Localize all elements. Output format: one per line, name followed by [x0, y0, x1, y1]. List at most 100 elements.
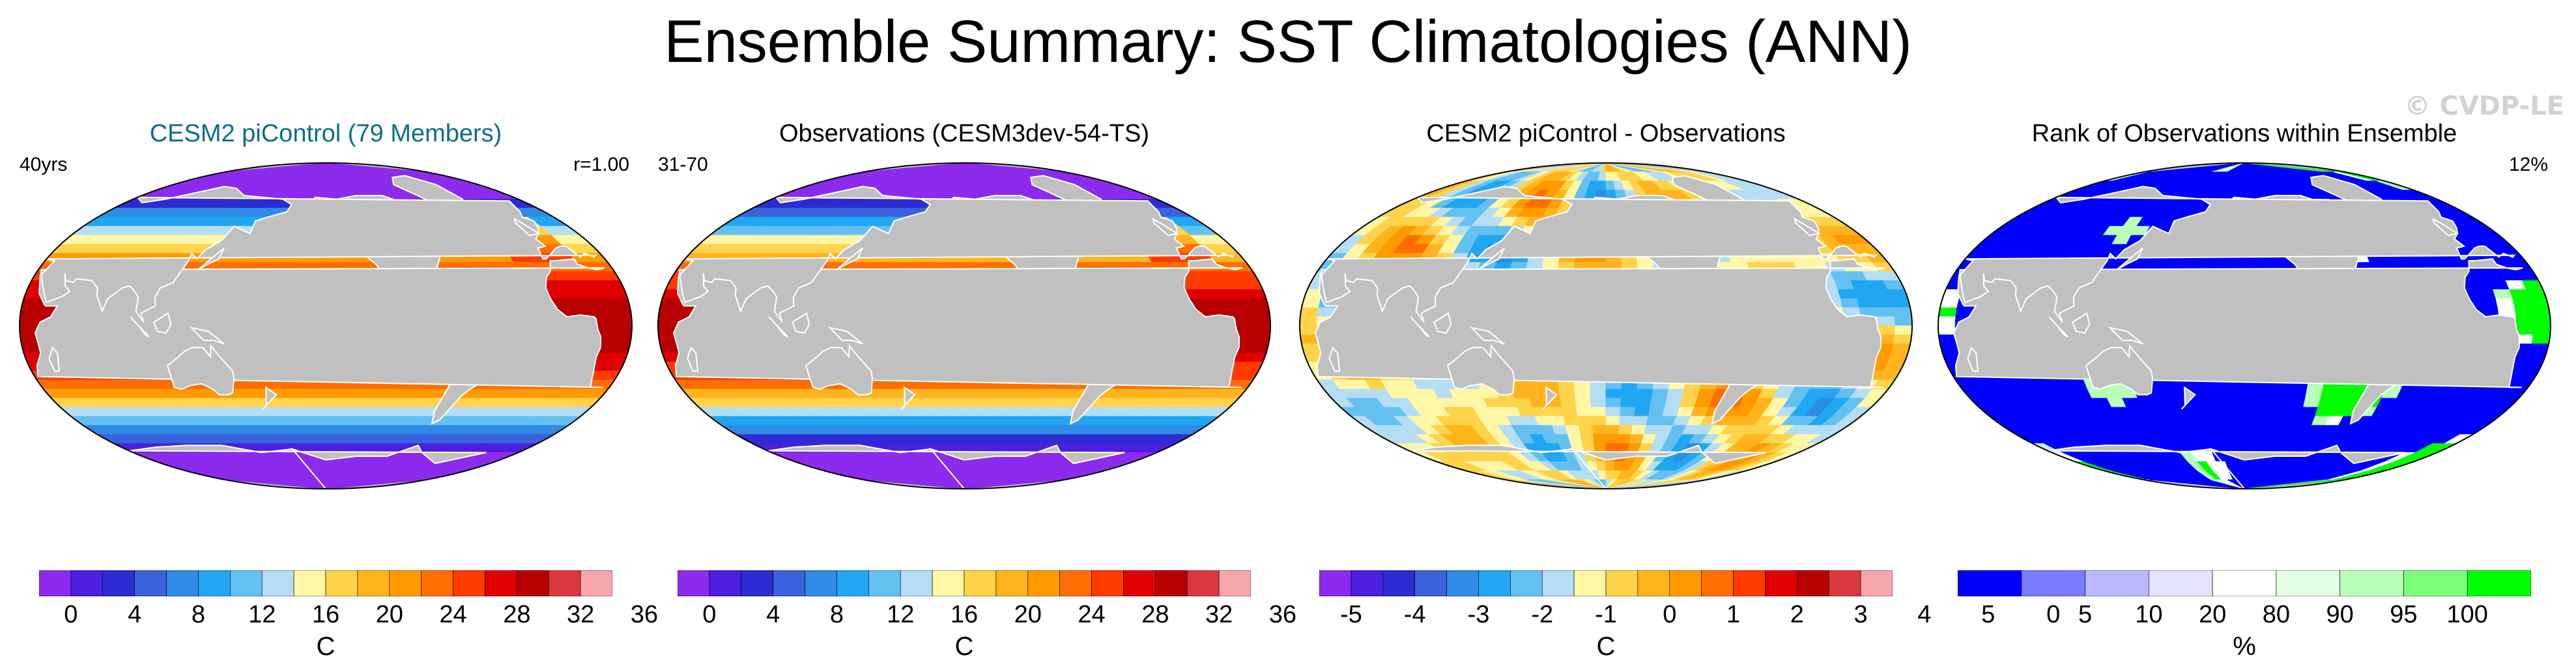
- colorbar-swatch: [964, 570, 997, 596]
- landmass-japan: [836, 247, 863, 270]
- landmass-eurasia: [679, 186, 1236, 323]
- colorbar-swatch: [453, 570, 485, 596]
- landmass-antarctica: [767, 444, 1125, 489]
- colorbar-tick-label: 32: [566, 601, 595, 628]
- figure-title: Ensemble Summary: SST Climatologies (ANN…: [664, 8, 1912, 75]
- colorbar-swatch: [932, 570, 965, 596]
- colorbar-swatch: [805, 570, 837, 596]
- colorbar-tick-label: 0: [702, 601, 717, 628]
- panel-rank: Rank of Observations within Ensemble 12% 0…: [1925, 111, 2564, 665]
- colorbar-swatch: [1382, 570, 1415, 596]
- colorbar-swatch: [2276, 570, 2340, 596]
- colorbar-tick-label: 4: [1917, 601, 1932, 628]
- colorbar-tick-label: 20: [1014, 601, 1042, 628]
- landmass-australia: [2085, 343, 2154, 396]
- difference-map-border: [1299, 162, 1913, 489]
- landmass-sumatra: [1410, 316, 1430, 338]
- colorbar-tick-label: -4: [1403, 601, 1426, 628]
- colorbar-swatch: [1123, 570, 1156, 596]
- observations-title: Observations (CESM3dev-54-TS): [779, 120, 1150, 147]
- observations-colorbar: [678, 570, 1251, 596]
- colorbar-tick-label: 2: [1790, 601, 1804, 628]
- landmass-madagascar: [48, 346, 61, 372]
- rank-units: %: [2233, 632, 2256, 661]
- landmass-australia: [166, 343, 235, 396]
- colorbar-tick-label: 36: [1268, 601, 1297, 628]
- colorbar-tick-label: 0: [1663, 601, 1677, 628]
- colorbar-swatch: [1351, 570, 1384, 596]
- rank-title: Rank of Observations within Ensemble: [2031, 120, 2457, 147]
- colorbar-tick-label: 36: [630, 601, 659, 628]
- difference-ocean-field: [1300, 163, 1912, 489]
- watermark: © CVDP-LE: [2404, 91, 2564, 121]
- landmass-borneo: [792, 312, 810, 334]
- colorbar-swatch: [1637, 570, 1670, 596]
- colorbar-tick-label: 12: [887, 601, 915, 628]
- landmass-eurasia: [40, 186, 597, 323]
- landmass-sumatra: [2048, 316, 2068, 338]
- colorbar-swatch: [2340, 570, 2404, 596]
- colorbar-tick-label: 8: [191, 601, 206, 628]
- colorbar-swatch: [1958, 570, 2022, 596]
- cesm2-picontrol-left-label: 40yrs: [20, 154, 68, 175]
- colorbar-swatch: [1797, 570, 1829, 596]
- colorbar-swatch: [580, 570, 612, 596]
- landmass-newguinea: [827, 327, 863, 345]
- colorbar-swatch: [837, 570, 869, 596]
- landmass-australia: [1446, 343, 1515, 396]
- panel-cesm2-picontrol: CESM2 piControl (79 Members) 40yrs r=1.00 0…: [7, 111, 658, 665]
- landmass-uk: [1152, 218, 1179, 237]
- landmass-uk: [2432, 218, 2459, 237]
- colorbar-tick-label: 10: [2135, 601, 2163, 628]
- landmass-newzealand: [1542, 386, 1558, 410]
- colorbar-tick-label: -3: [1467, 601, 1490, 628]
- colorbar-tick-label: 0: [64, 601, 78, 628]
- landmass-uk: [1794, 218, 1821, 237]
- colorbar-swatch: [709, 570, 742, 596]
- colorbar-tick-label: 4: [766, 601, 780, 628]
- rank-map: [1938, 162, 2551, 489]
- colorbar-swatch: [1155, 570, 1188, 596]
- colorbar-swatch: [70, 570, 104, 596]
- landmass-africa: [1953, 258, 2523, 388]
- difference-colorbar-ticks: -5 -4 -3 -2 -1 0 1 2 3 4 5: [1319, 601, 1995, 634]
- colorbar-swatch: [421, 570, 453, 596]
- colorbar-swatch: [1478, 570, 1511, 596]
- observations-ocean-field: [658, 163, 1270, 489]
- colorbar-swatch: [293, 570, 326, 596]
- observations-units: C: [954, 632, 974, 661]
- cesm2-picontrol-title: CESM2 piControl (79 Members): [149, 120, 502, 147]
- colorbar-swatch: [1059, 570, 1092, 596]
- landmass-madagascar: [1328, 346, 1341, 372]
- cesm2-picontrol-ocean-field: [20, 163, 632, 489]
- colorbar-swatch: [166, 570, 199, 596]
- landmass-antarctica: [1409, 444, 1767, 489]
- colorbar-swatch: [1828, 570, 1861, 596]
- rank-colorbar: [1958, 570, 2531, 596]
- colorbar-tick-label: 20: [375, 601, 403, 628]
- difference-units: C: [1596, 632, 1616, 661]
- colorbar-tick-label: 0: [2046, 601, 2061, 628]
- observations-map: [657, 162, 1271, 489]
- colorbar-swatch: [2467, 570, 2531, 596]
- landmass-japan: [197, 247, 225, 270]
- colorbar-tick-label: 32: [1205, 601, 1233, 628]
- observations-colorbar-ticks: 0 4 8 12 16 20 24 28 32 36: [678, 601, 1296, 634]
- colorbar-tick-label: 28: [503, 601, 531, 628]
- colorbar-tick-label: 1: [1726, 601, 1741, 628]
- difference-colorbar: [1319, 570, 1893, 596]
- colorbar-swatch: [102, 570, 135, 596]
- colorbar-swatch: [39, 570, 72, 596]
- colorbar-swatch: [900, 570, 933, 596]
- colorbar-swatch: [1186, 570, 1220, 596]
- cesm2-picontrol-map: [19, 162, 633, 489]
- colorbar-tick-label: 12: [248, 601, 276, 628]
- colorbar-tick-label: 16: [950, 601, 979, 628]
- colorbar-swatch: [1218, 570, 1251, 596]
- colorbar-swatch: [134, 570, 167, 596]
- colorbar-swatch: [2021, 570, 2085, 596]
- colorbar-swatch: [1414, 570, 1447, 596]
- colorbar-swatch: [1446, 570, 1479, 596]
- landmass-madagascar: [687, 346, 699, 372]
- colorbar-swatch: [261, 570, 294, 596]
